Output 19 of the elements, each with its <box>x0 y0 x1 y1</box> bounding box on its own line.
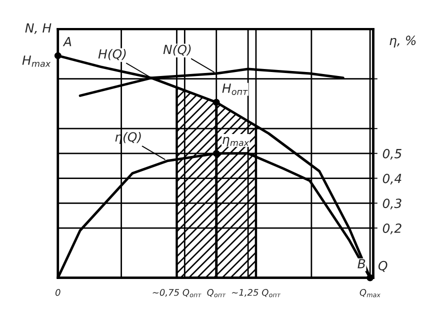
annotation: η$_{max}$ <box>222 136 250 146</box>
annotation: A <box>62 37 72 46</box>
y2-tick-label: 0,2 <box>382 224 402 234</box>
x-tick-label: Q$_{опт}$ <box>207 288 226 298</box>
annotation: B <box>358 259 366 268</box>
annotation: H$_{опт}$ <box>222 84 248 95</box>
x-tick-label: Q$_{max}$ <box>360 288 380 298</box>
x-tick-label: ~1,25 Q$_{опт}$ <box>232 288 281 298</box>
y2-axis-title: η, % <box>390 36 416 48</box>
y-axis-title: N, H <box>25 23 52 34</box>
y2-tick-label: 0,4 <box>382 174 402 184</box>
series-label: N(Q) <box>163 44 191 56</box>
x-tick-label: ~0,75 Q$_{опт}$ <box>152 288 202 298</box>
y2-tick-label: 0,3 <box>382 198 402 210</box>
x-axis-title: Q <box>378 260 388 272</box>
series-label: H(Q) <box>98 48 126 60</box>
x-tick-label: 0 <box>55 289 60 296</box>
annotation: H$_{max}$ <box>22 56 51 67</box>
y2-tick-label: 0,5 <box>382 148 402 160</box>
